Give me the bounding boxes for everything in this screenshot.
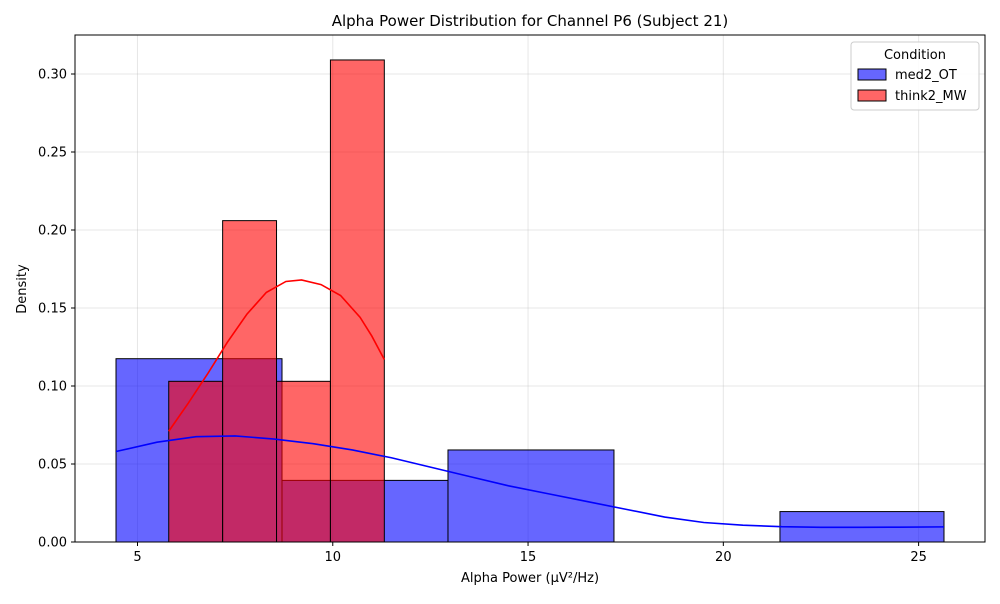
legend-title: Condition: [884, 48, 946, 63]
x-tick-label: 25: [910, 550, 927, 565]
y-tick-label: 0.20: [38, 224, 67, 239]
y-tick-label: 0.15: [38, 302, 67, 317]
y-tick-label: 0.05: [38, 458, 67, 473]
histogram-bar-think2-mw: [222, 220, 278, 543]
y-tick-label: 0.30: [38, 68, 67, 83]
y-axis-label: Density: [15, 264, 30, 314]
kde-curves: [115, 279, 944, 529]
histogram-bar-think2-mw: [329, 59, 385, 543]
y-tick-label: 0.10: [38, 380, 67, 395]
x-tick-label: 20: [715, 550, 732, 565]
legend-label-med2-ot: med2_OT: [895, 68, 957, 83]
kde-line-think2-mw: [168, 279, 386, 432]
x-axis-label: Alpha Power (µV²/Hz): [461, 571, 599, 586]
legend: Condition med2_OT think2_MW: [850, 41, 980, 111]
x-tick-label: 5: [133, 550, 141, 565]
legend-swatch-think2-mw: [857, 89, 887, 102]
chart-title: Alpha Power Distribution for Channel P6 …: [332, 12, 729, 30]
histogram-bar-think2-mw: [168, 380, 224, 543]
plot-frame: [74, 34, 986, 543]
histogram-bars: [115, 59, 945, 543]
histogram-bar-think2-mw: [276, 380, 331, 543]
y-tick-label: 0.00: [38, 536, 67, 551]
legend-swatch-med2-ot: [857, 68, 887, 81]
x-tick-label: 10: [324, 550, 341, 565]
y-tick-label: 0.25: [38, 146, 67, 161]
y-axis-ticks: 0.00 0.05 0.10 0.15 0.20 0.25 0.30: [38, 68, 75, 551]
x-axis-ticks: 5 10 15 20 25: [133, 542, 927, 565]
x-tick-label: 15: [520, 550, 537, 565]
histogram-bar-med2-ot: [447, 449, 615, 543]
legend-label-think2-mw: think2_MW: [895, 89, 967, 104]
kde-line-med2-ot: [115, 435, 944, 529]
